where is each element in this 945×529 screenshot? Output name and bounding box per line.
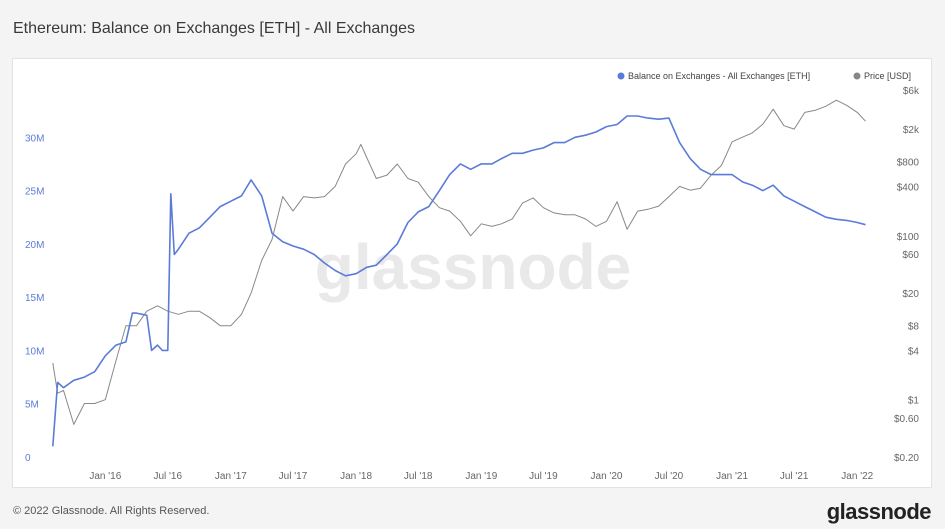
- legend-label-price: Price [USD]: [864, 71, 911, 81]
- right-tick-label: $100: [897, 232, 920, 243]
- right-tick-label: $800: [897, 158, 920, 169]
- left-tick-label: 30M: [25, 133, 44, 144]
- x-tick-label: Jan '19: [465, 471, 497, 482]
- chart-svg: glassnode Balance on Exchanges - All Exc…: [25, 71, 920, 482]
- right-tick-label: $20: [902, 289, 919, 300]
- right-tick-label: $4: [908, 346, 920, 357]
- legend-dot-price: [853, 72, 861, 80]
- left-axis: 0 5M 10M 15M 20M 25M 30M: [25, 133, 44, 464]
- x-tick-label: Jan '22: [841, 471, 873, 482]
- right-tick-label: $0.20: [894, 453, 919, 464]
- left-tick-label: 20M: [25, 240, 44, 251]
- left-tick-label: 5M: [25, 400, 39, 411]
- left-tick-label: 10M: [25, 346, 44, 357]
- x-tick-label: Jan '20: [591, 471, 623, 482]
- x-tick-label: Jul '18: [404, 471, 433, 482]
- x-tick-label: Jan '21: [716, 471, 748, 482]
- price-series-line: [52, 99, 866, 425]
- series-lines: [52, 99, 866, 447]
- watermark-text: glassnode: [315, 231, 632, 303]
- left-tick-label: 0: [25, 453, 31, 464]
- right-tick-label: $1: [908, 396, 920, 407]
- x-tick-label: Jan '16: [89, 471, 121, 482]
- right-tick-label: $2k: [903, 125, 920, 136]
- x-axis: Jan '16 Jul '16 Jan '17 Jul '17 Jan '18 Jul '…: [89, 471, 873, 482]
- left-tick-label: 15M: [25, 293, 44, 304]
- x-tick-label: Jan '18: [340, 471, 372, 482]
- right-tick-label: $60: [902, 250, 919, 261]
- right-tick-label: $6k: [903, 86, 920, 97]
- x-tick-label: Jul '16: [153, 471, 182, 482]
- left-tick-label: 25M: [25, 187, 44, 198]
- glassnode-logo[interactable]: glassnode: [826, 499, 932, 524]
- right-tick-label: $0.60: [894, 414, 919, 425]
- x-tick-label: Jul '20: [655, 471, 684, 482]
- chart-panel: glassnode Balance on Exchanges - All Exc…: [12, 58, 932, 488]
- chart-legend: Balance on Exchanges - All Exchanges [ET…: [617, 71, 911, 81]
- chart-title: Ethereum: Balance on Exchanges [ETH] - A…: [13, 20, 415, 37]
- x-tick-label: Jul '19: [529, 471, 558, 482]
- right-tick-label: $8: [908, 322, 920, 333]
- right-axis: $0.20 $0.60 $1 $4 $8 $20 $60 $100 $400 $800 $2k $6k: [894, 86, 920, 464]
- x-tick-label: Jul '21: [780, 471, 809, 482]
- legend-label-balance: Balance on Exchanges - All Exchanges [ET…: [628, 71, 810, 81]
- x-tick-label: Jul '17: [279, 471, 308, 482]
- right-tick-label: $400: [897, 182, 920, 193]
- x-tick-label: Jan '17: [215, 471, 247, 482]
- copyright-text: © 2022 Glassnode. All Rights Reserved.: [13, 505, 210, 517]
- balance-series-line: [52, 115, 866, 447]
- legend-dot-balance: [617, 72, 625, 80]
